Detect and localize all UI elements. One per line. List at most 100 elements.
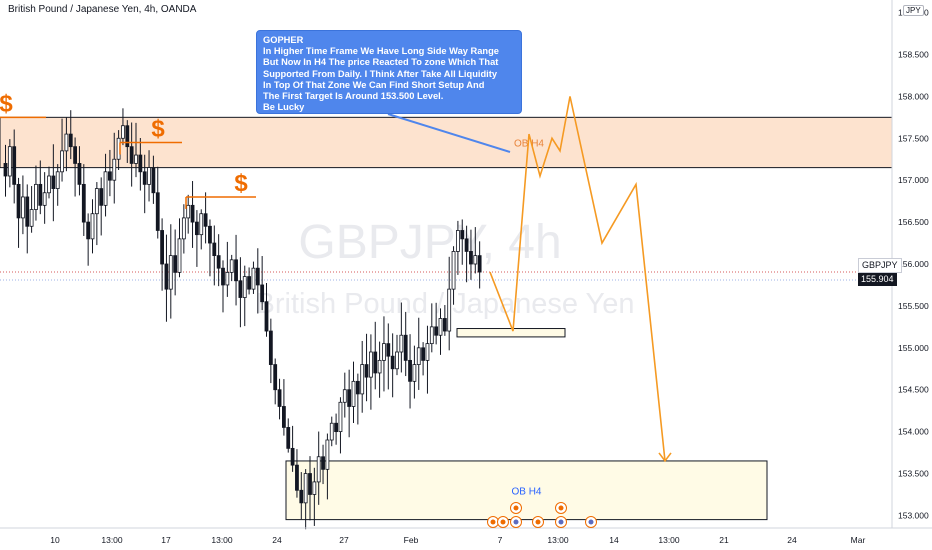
candle-body	[403, 334, 408, 361]
candle	[447, 256, 452, 351]
liquidity-dollar-icon: $	[0, 90, 13, 117]
economic-event-icon[interactable]	[497, 516, 509, 528]
economic-event-icon[interactable]	[555, 516, 567, 528]
note-callout-line	[387, 113, 511, 153]
candle	[260, 256, 265, 311]
candle	[325, 433, 330, 500]
candle	[90, 199, 95, 254]
candle-body	[447, 288, 452, 332]
candle-body	[55, 171, 60, 189]
candle	[199, 209, 204, 250]
candle	[290, 425, 295, 472]
candle-body	[81, 183, 86, 223]
event-icon-dot	[490, 519, 496, 525]
candle-body	[90, 213, 95, 240]
projection-arrowhead	[658, 452, 672, 463]
candle-body	[242, 276, 247, 298]
candle-body	[151, 167, 156, 194]
candle-body	[3, 163, 8, 177]
liquidity-dollar-icon: $	[234, 170, 248, 197]
candle	[229, 254, 234, 282]
candle-body	[229, 259, 234, 273]
candle-body	[234, 259, 238, 282]
candle	[377, 341, 382, 398]
economic-event-icon[interactable]	[532, 516, 544, 528]
candle	[460, 219, 465, 265]
candle	[281, 379, 286, 436]
candle-body	[251, 267, 256, 290]
candle-body	[386, 343, 391, 357]
time-axis-label: Mar	[851, 535, 866, 545]
price-axis-label: 158.000	[898, 91, 929, 101]
event-icon-dot	[513, 505, 519, 511]
candle-body	[168, 255, 173, 290]
candle-body	[16, 183, 21, 219]
current-price-tag: GBPJPY155.904	[858, 258, 932, 286]
candle	[395, 334, 399, 376]
candle	[173, 229, 178, 296]
economic-event-icon[interactable]	[510, 502, 522, 514]
candle	[403, 311, 408, 377]
candle-body	[277, 389, 282, 407]
candle-body	[316, 456, 321, 483]
candle	[464, 225, 469, 283]
event-icon-dot	[500, 519, 506, 525]
time-axis-label: 10	[50, 535, 60, 545]
candle	[425, 325, 430, 394]
candle	[81, 164, 86, 236]
analysis-note[interactable]: GOPHER In Higher Time Frame We Have Long…	[256, 30, 522, 114]
time-axis-label: 7	[498, 535, 503, 545]
candle-body	[273, 364, 278, 391]
time-axis-label: 13:00	[658, 535, 680, 545]
candle	[42, 172, 47, 224]
liquidity-dollar-icon: $	[151, 115, 165, 142]
candle-body	[347, 389, 352, 407]
candle	[234, 234, 238, 306]
candle-body	[112, 158, 117, 181]
candle	[273, 358, 278, 405]
candle-body	[60, 150, 64, 173]
candle	[329, 416, 334, 447]
candle	[64, 117, 69, 172]
candle	[251, 261, 256, 294]
candle	[16, 177, 21, 248]
economic-event-icon[interactable]	[555, 502, 567, 514]
candle	[438, 308, 443, 355]
candle	[186, 194, 191, 234]
candle-body	[190, 204, 195, 223]
candle	[255, 248, 260, 314]
candle-body	[225, 271, 230, 286]
candle-body	[325, 439, 330, 470]
currency-badge[interactable]: JPY	[903, 5, 924, 16]
candle-body	[51, 175, 56, 189]
note-line: Supported From Daily. I Think After Take…	[263, 68, 497, 79]
economic-event-icon[interactable]	[585, 516, 597, 528]
price-axis-label: 154.000	[898, 427, 929, 437]
candle-body	[181, 217, 186, 240]
candle	[386, 323, 391, 390]
event-icon-dot	[513, 519, 519, 525]
candle-body	[286, 427, 291, 449]
candle	[151, 155, 156, 204]
candle	[473, 227, 478, 274]
candle-body	[108, 171, 112, 181]
candle-body	[360, 364, 365, 395]
projection-path	[489, 96, 666, 462]
candle	[342, 372, 347, 418]
price-tag-value: 155.904	[858, 273, 897, 286]
event-icon-dot	[558, 519, 564, 525]
time-axis-label: 13:00	[101, 535, 123, 545]
note-line: But Now In H4 The price Reacted To zone …	[263, 57, 499, 68]
candle	[247, 267, 252, 295]
candle	[225, 241, 230, 297]
candle-body	[173, 255, 178, 273]
candle-body	[29, 209, 34, 227]
candle	[147, 150, 151, 202]
candle	[412, 345, 417, 399]
candle-body	[299, 489, 304, 504]
economic-event-icon[interactable]	[487, 516, 499, 528]
candle	[238, 257, 243, 328]
economic-event-icon[interactable]	[510, 516, 522, 528]
